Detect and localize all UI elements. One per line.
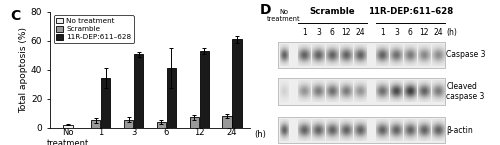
Text: 12: 12 (342, 28, 351, 37)
Text: 24: 24 (434, 28, 443, 37)
FancyBboxPatch shape (278, 78, 445, 105)
Text: (h): (h) (254, 130, 266, 139)
Text: C: C (10, 9, 20, 23)
Bar (134, 54, 143, 128)
Text: Caspase 3: Caspase 3 (446, 50, 486, 59)
Text: β-actin: β-actin (446, 126, 473, 135)
Legend: No treatment, Scramble, 11R-DEP:611–628: No treatment, Scramble, 11R-DEP:611–628 (54, 15, 134, 43)
Text: 12: 12 (420, 28, 429, 37)
Bar (91, 120, 101, 128)
Text: 6: 6 (408, 28, 413, 37)
Text: Cleaved
caspase 3: Cleaved caspase 3 (446, 82, 484, 101)
FancyBboxPatch shape (278, 42, 445, 68)
Text: 6: 6 (330, 28, 335, 37)
Text: D: D (260, 3, 272, 17)
FancyBboxPatch shape (278, 117, 445, 143)
Text: 24: 24 (356, 28, 365, 37)
Text: 3: 3 (316, 28, 321, 37)
Text: 3: 3 (394, 28, 399, 37)
Bar (232, 39, 241, 128)
Text: No
treatment: No treatment (268, 9, 301, 21)
Bar (200, 51, 209, 128)
Text: 1: 1 (380, 28, 385, 37)
Bar (222, 116, 232, 128)
Text: (h): (h) (446, 28, 458, 37)
Bar (64, 125, 72, 128)
Bar (190, 117, 198, 128)
Y-axis label: Total apoptosis (%): Total apoptosis (%) (19, 27, 28, 113)
Text: 1: 1 (302, 28, 307, 37)
Bar (167, 68, 176, 128)
Bar (102, 78, 110, 128)
Bar (124, 120, 133, 128)
Text: 11R-DEP:611–628: 11R-DEP:611–628 (368, 7, 453, 16)
Bar (157, 122, 166, 128)
Text: Scramble: Scramble (310, 7, 355, 16)
